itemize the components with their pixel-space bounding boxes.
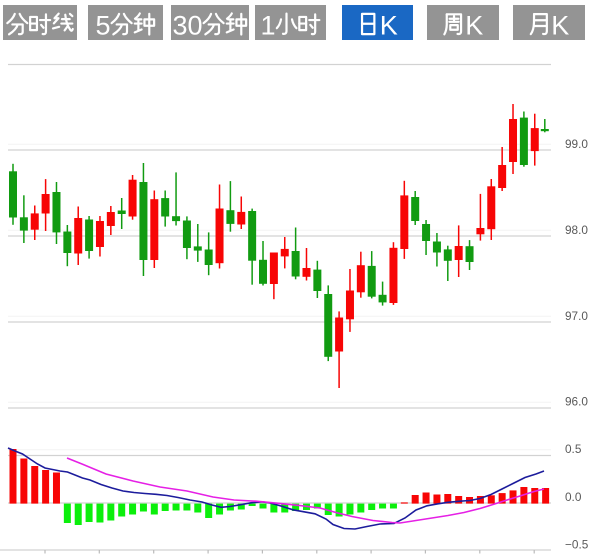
svg-text:K: K [465, 11, 483, 40]
svg-text:98.0: 98.0 [565, 223, 588, 237]
svg-text:96.0: 96.0 [565, 395, 588, 409]
svg-text:30: 30 [173, 11, 203, 40]
svg-text:0.5: 0.5 [565, 442, 582, 456]
svg-text:K: K [380, 11, 398, 40]
svg-text:5: 5 [96, 11, 111, 40]
svg-text:99.0: 99.0 [565, 137, 588, 151]
svg-text:97.0: 97.0 [565, 309, 588, 323]
svg-text:K: K [551, 11, 569, 40]
svg-text:1: 1 [261, 11, 276, 40]
svg-text:0.0: 0.0 [565, 490, 582, 504]
svg-text:−0.5: −0.5 [565, 538, 589, 552]
